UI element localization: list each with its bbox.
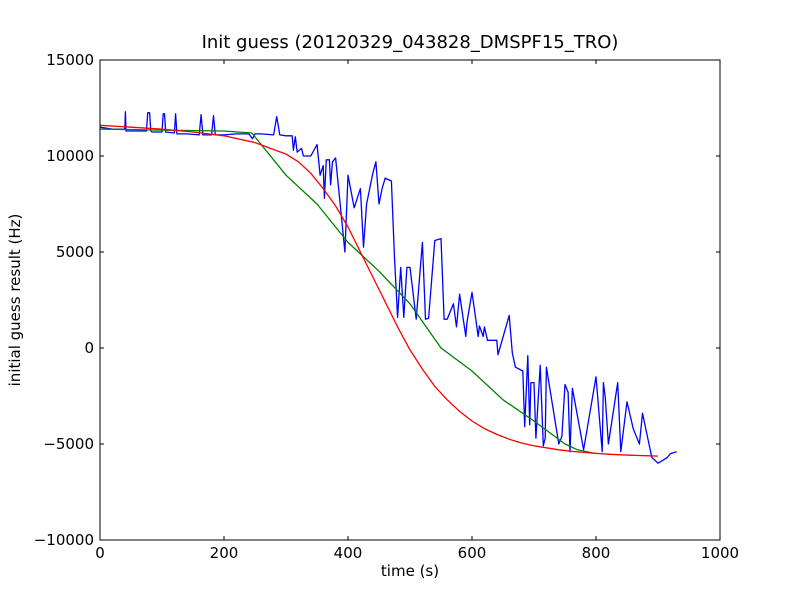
x-axis-label: time (s) xyxy=(381,562,439,580)
x-tick-label: 800 xyxy=(582,544,611,562)
series-line-3 xyxy=(99,124,659,457)
x-tick-label: 0 xyxy=(95,544,105,562)
series-line-2 xyxy=(99,128,597,455)
y-axis-label: initial guess result (Hz) xyxy=(6,214,24,387)
y-tick-label: −5000 xyxy=(43,435,94,453)
x-tick-label: 600 xyxy=(458,544,487,562)
x-tick-label: 200 xyxy=(210,544,239,562)
y-tick-label: 0 xyxy=(84,339,94,357)
series-line-1 xyxy=(99,111,677,464)
plot-frame xyxy=(99,59,721,541)
x-tick-label: 400 xyxy=(334,544,363,562)
tick-layer: 0 200 400 600 800 1000 −10000 −5000 0 5000 10000 15… xyxy=(34,51,739,562)
y-tick-label: 15000 xyxy=(46,51,94,69)
chart-title: Init guess (20120329_043828_DMSPF15_TRO) xyxy=(202,32,619,53)
y-tick-label: 5000 xyxy=(56,243,94,261)
y-tick-label: −10000 xyxy=(34,531,94,549)
x-tick-label: 1000 xyxy=(701,544,739,562)
y-tick-label: 10000 xyxy=(46,147,94,165)
series-layer xyxy=(99,111,677,464)
